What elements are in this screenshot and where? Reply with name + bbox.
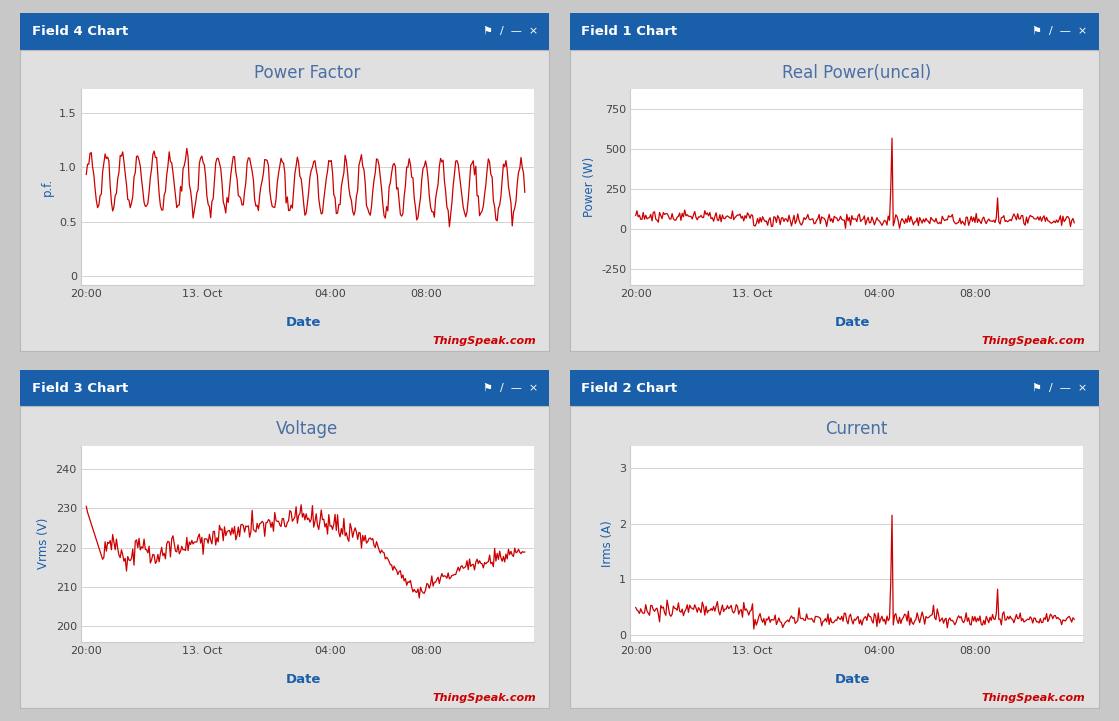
Text: Field 1 Chart: Field 1 Chart xyxy=(581,25,677,37)
Text: Date: Date xyxy=(285,316,321,329)
Text: Date: Date xyxy=(285,673,321,686)
Text: ⚑  /  —  ×: ⚑ / — × xyxy=(1032,26,1088,36)
Text: ⚑  /  —  ×: ⚑ / — × xyxy=(1032,383,1088,393)
Text: Field 3 Chart: Field 3 Chart xyxy=(31,381,128,394)
Text: ThingSpeak.com: ThingSpeak.com xyxy=(981,336,1085,346)
Text: Field 4 Chart: Field 4 Chart xyxy=(31,25,128,37)
Text: ThingSpeak.com: ThingSpeak.com xyxy=(432,693,536,702)
Text: Date: Date xyxy=(835,316,871,329)
Text: ThingSpeak.com: ThingSpeak.com xyxy=(981,693,1085,702)
Text: ⚑  /  —  ×: ⚑ / — × xyxy=(482,26,538,36)
Text: Date: Date xyxy=(835,673,871,686)
Text: ⚑  /  —  ×: ⚑ / — × xyxy=(482,383,538,393)
Text: ThingSpeak.com: ThingSpeak.com xyxy=(432,336,536,346)
Text: Field 2 Chart: Field 2 Chart xyxy=(581,381,677,394)
